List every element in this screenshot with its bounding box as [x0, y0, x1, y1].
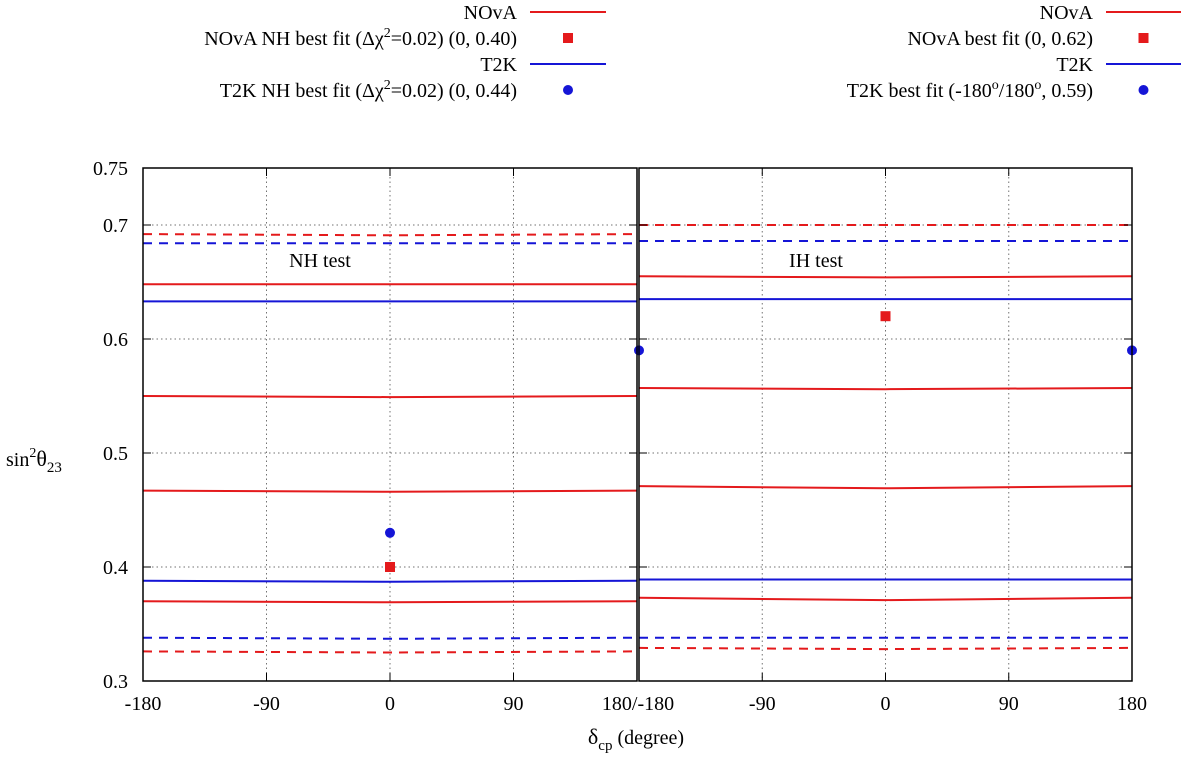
- y-tick-label: 0.6: [103, 329, 128, 351]
- legend-left-label: T2K NH best fit (Δχ2=0.02) (0, 0.44): [220, 78, 517, 102]
- y-tick-label: 0.5: [103, 443, 128, 465]
- x-axis-title-sub: cp: [598, 738, 612, 754]
- legend-left-label: T2K: [480, 54, 517, 76]
- x-axis-title-main: δ: [588, 724, 598, 749]
- series-nova-dashed: [142, 650, 638, 654]
- series-t2k-solid: [142, 579, 638, 583]
- legend-left-label: NOvA NH best fit (Δχ2=0.02) (0, 0.40): [204, 26, 517, 50]
- y-axis-title-sup: 2: [29, 446, 36, 461]
- x-tick-label: -90: [749, 693, 776, 715]
- y-axis-title-theta: θ: [36, 446, 47, 471]
- y-axis-title: sin2θ23: [6, 446, 62, 476]
- y-axis-title-base: sin: [6, 449, 29, 471]
- x-tick-label-shared: 180/-180: [602, 693, 674, 715]
- best-fit-marker-nova: [880, 311, 891, 322]
- panel-label: IH test: [789, 250, 843, 272]
- y-tick-label: 0.7: [103, 215, 128, 237]
- legend-circle-symbol: [563, 85, 573, 95]
- series-nova-solid: [638, 485, 1133, 490]
- x-tick-label: 0: [881, 693, 891, 715]
- legend-right-label: NOvA: [1040, 2, 1094, 24]
- y-tick-label: 0.3: [103, 671, 128, 693]
- x-tick-label: 90: [999, 693, 1019, 715]
- series-nova-solid: [638, 275, 1133, 279]
- x-tick-label: 0: [385, 693, 395, 715]
- x-tick-label: -90: [253, 693, 280, 715]
- y-tick-label: 0.4: [103, 557, 128, 579]
- legend-square-symbol: [563, 33, 573, 43]
- legend-right-label: T2K best fit (-180o/180o, 0.59): [847, 78, 1093, 102]
- y-axis-title-sub: 23: [47, 460, 62, 476]
- series-nova-solid: [142, 600, 638, 604]
- legend-square-symbol: [1138, 33, 1149, 43]
- x-tick-label: -180: [125, 693, 162, 715]
- legend-right-label: NOvA best fit (0, 0.62): [907, 28, 1093, 50]
- x-tick-label: 180: [1117, 693, 1147, 715]
- series-nova-solid: [638, 596, 1133, 602]
- panel-label: NH test: [289, 250, 351, 272]
- series-nova-dashed: [638, 646, 1133, 651]
- series-nova-dashed: [142, 233, 638, 237]
- series-t2k-dashed: [142, 636, 638, 640]
- y-tick-label: 0.75: [93, 158, 128, 180]
- series-nova-solid: [142, 489, 638, 493]
- x-axis-title: δcp (degree): [588, 724, 684, 754]
- x-axis-title-unit: (degree): [612, 727, 684, 749]
- best-fit-marker-t2k: [385, 527, 395, 538]
- legend-right-label: T2K: [1056, 54, 1093, 76]
- legend-left-label: NOvA: [464, 2, 518, 24]
- panel-1: NH test: [142, 233, 638, 654]
- x-tick-label: 90: [504, 693, 524, 715]
- legend-circle-symbol: [1138, 85, 1149, 95]
- series-nova-solid: [142, 395, 638, 399]
- panel-2: IH test: [634, 224, 1137, 651]
- best-fit-marker-nova: [385, 562, 395, 572]
- grid: [143, 168, 1132, 681]
- series-nova-solid: [638, 387, 1133, 391]
